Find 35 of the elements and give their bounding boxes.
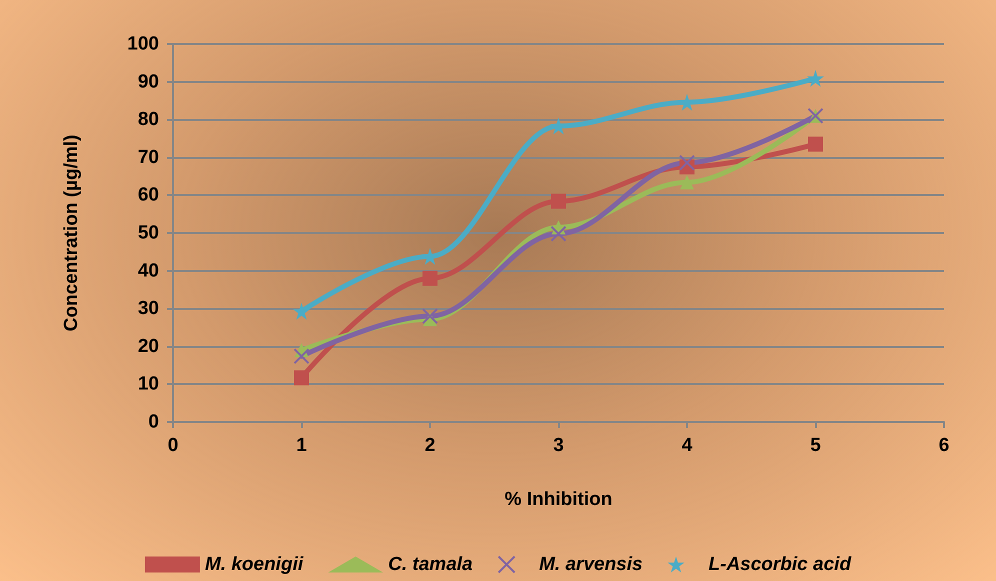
legend-label: M. koenigii: [204, 554, 304, 575]
x-tick-label: 4: [682, 435, 693, 456]
legend-label: C. tamala: [388, 554, 474, 575]
x-tick-label: 5: [810, 435, 822, 456]
y-axis-title: Concentration (µg/ml): [61, 134, 82, 332]
y-tick-label: 0: [148, 412, 159, 432]
point: [679, 154, 695, 171]
x-axis-title: % Inhibition: [504, 489, 612, 510]
point: [551, 194, 566, 209]
legend-label: L-Ascorbic acid: [708, 554, 852, 575]
y-tick-label: 80: [138, 109, 159, 130]
x-tick-label: 1: [296, 435, 308, 456]
x-tick-label: 2: [424, 435, 436, 456]
y-tick-label: 10: [138, 374, 159, 395]
point: [680, 175, 694, 190]
point: [294, 348, 310, 364]
y-tick-label: 40: [138, 260, 159, 282]
y-tick-label: 30: [138, 298, 159, 320]
y-tick-label: 70: [138, 146, 159, 168]
point: [293, 302, 310, 320]
point: [422, 270, 438, 286]
x-tick-label: 6: [938, 435, 950, 456]
point: [422, 308, 438, 324]
point: [294, 370, 309, 386]
x-tick-label: 3: [553, 435, 564, 456]
y-tick-label: 60: [138, 184, 159, 206]
x-tick-label: 0: [168, 435, 178, 456]
point: [807, 70, 824, 87]
y-tick-label: 50: [138, 222, 159, 244]
y-tick-label: 100: [127, 34, 159, 54]
legend-label: M. arvensis: [539, 554, 643, 575]
point: [550, 226, 566, 242]
y-tick-label: 20: [138, 336, 159, 357]
point: [808, 136, 823, 152]
y-tick-label: 90: [138, 71, 159, 92]
